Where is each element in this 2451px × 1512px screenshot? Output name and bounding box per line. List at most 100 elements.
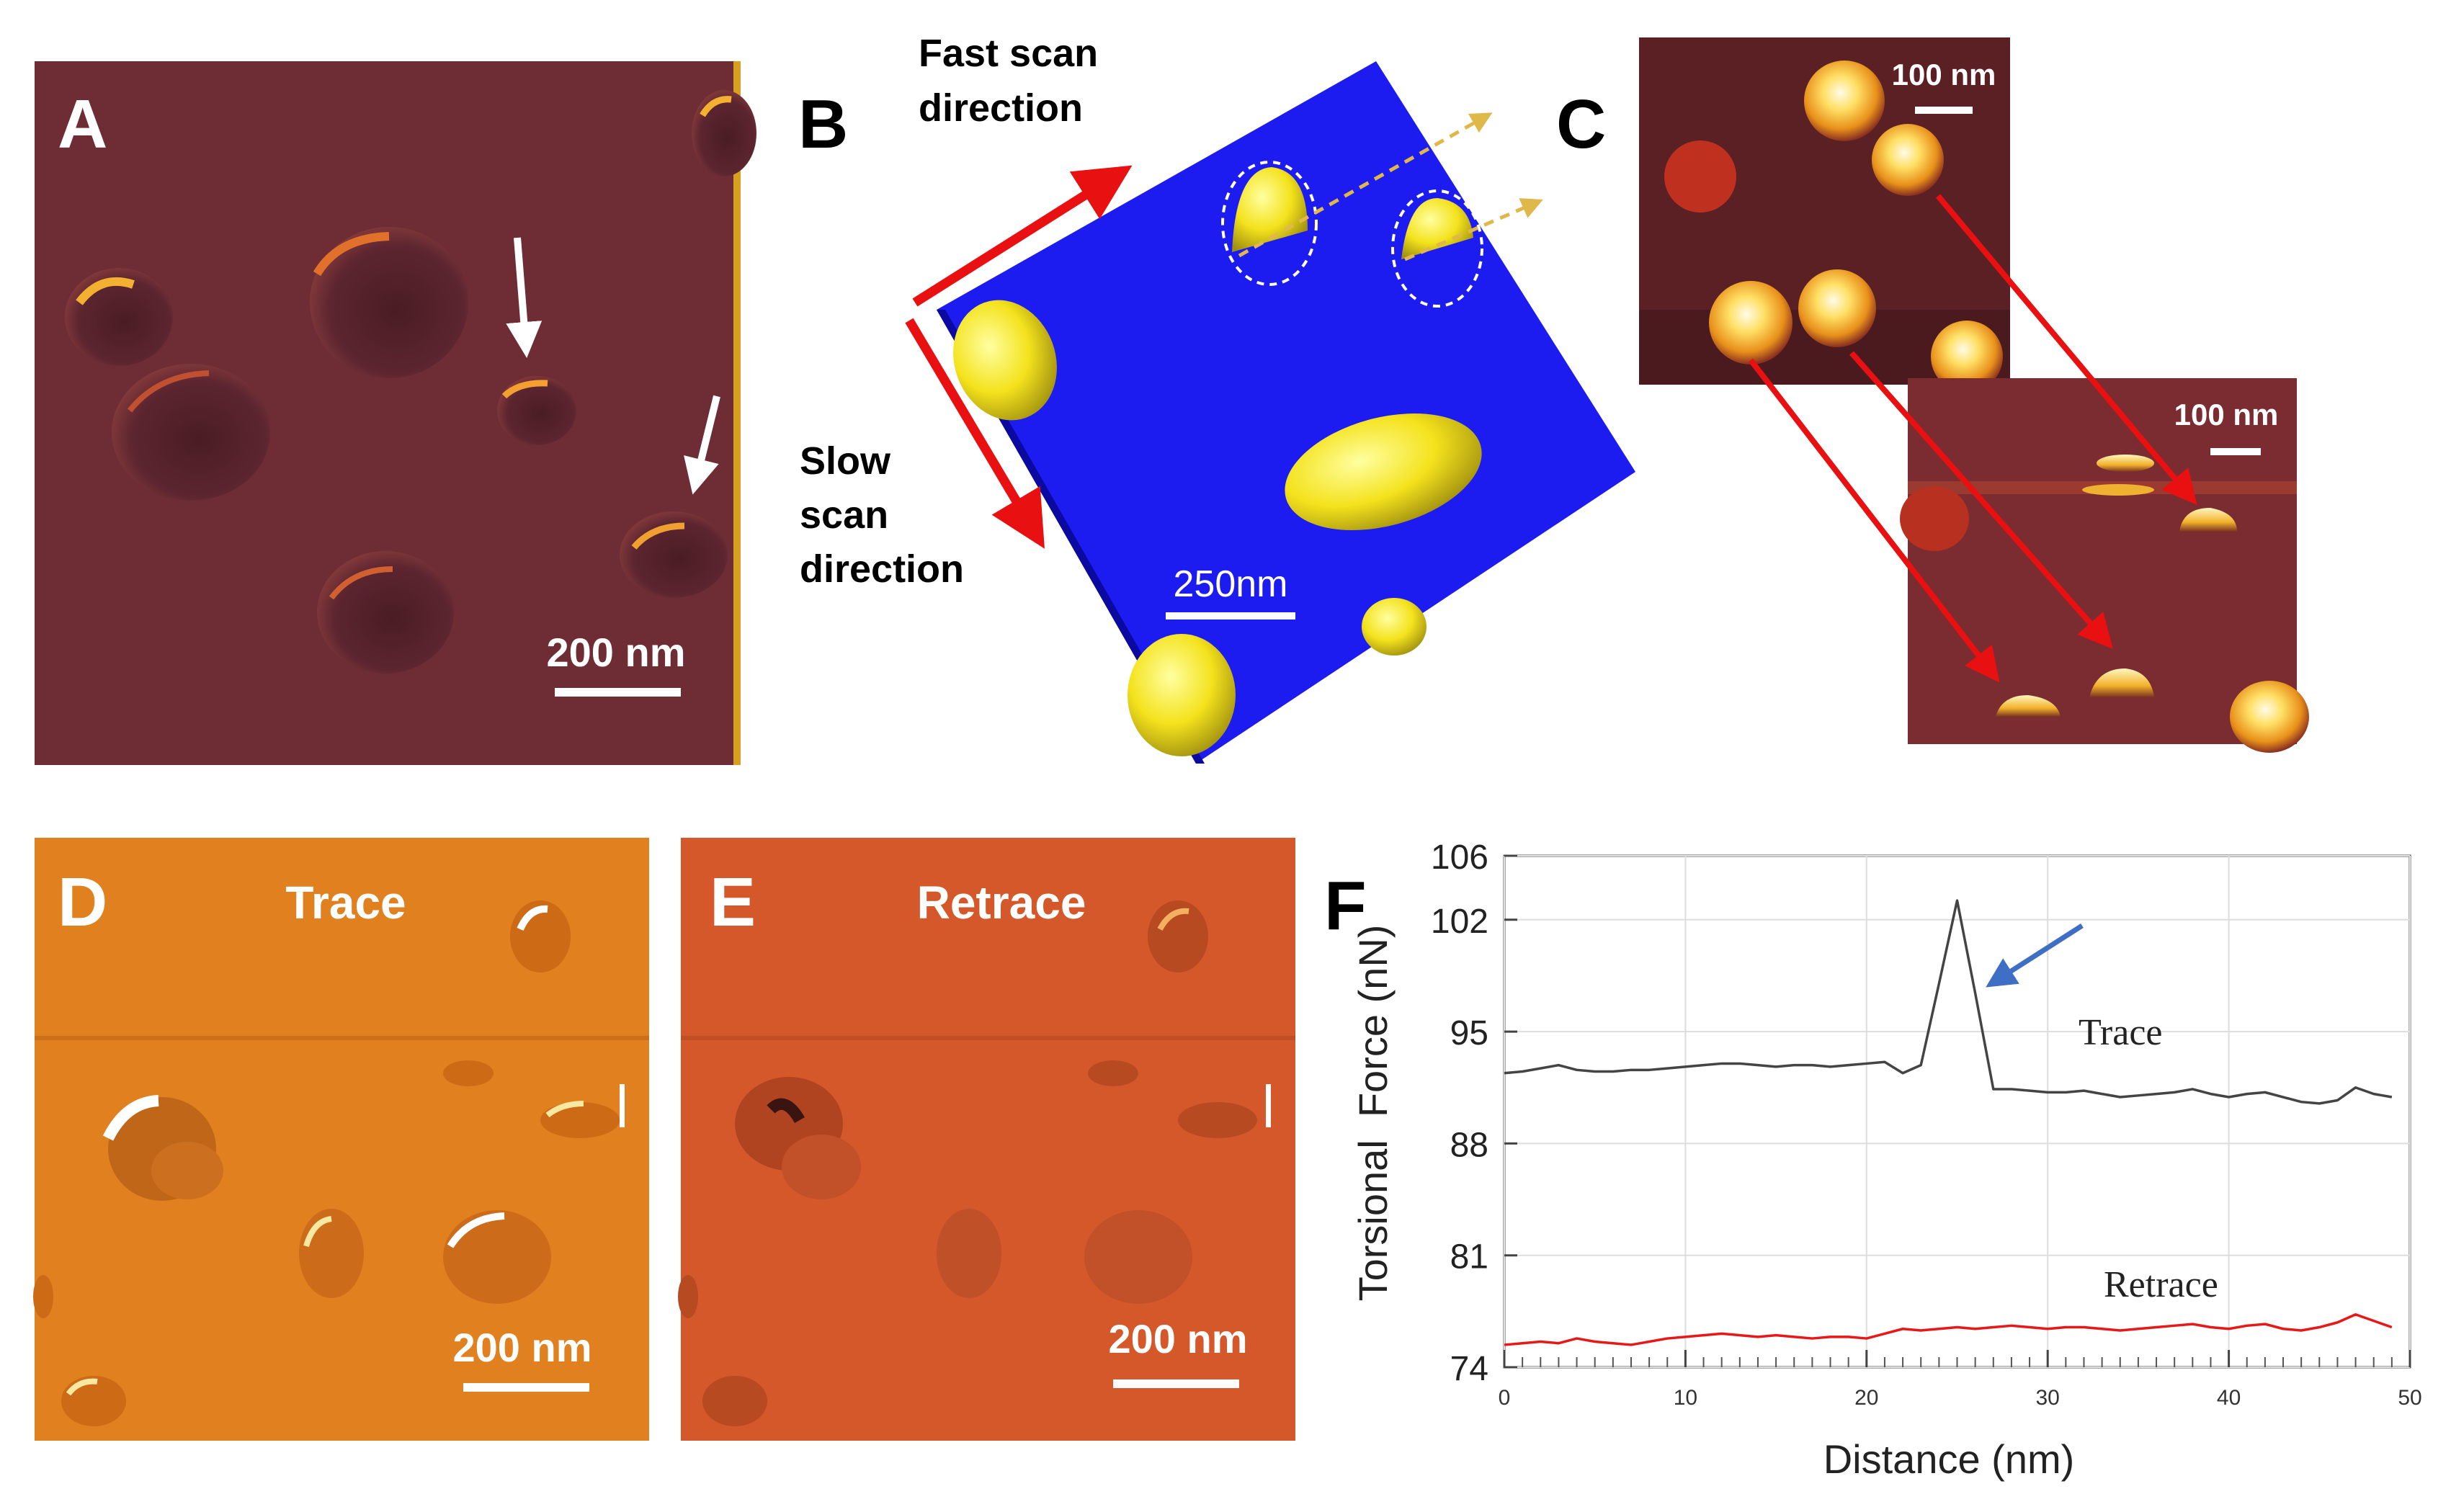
pit: [151, 1142, 223, 1199]
half-particle: [2097, 455, 2154, 472]
y-tick-label: 106: [1431, 838, 1488, 877]
particle-reddish: [1664, 140, 1736, 213]
pit: [937, 1209, 1001, 1298]
panel-a-letter: A: [58, 86, 107, 163]
pit: [1148, 900, 1208, 972]
pit: [782, 1135, 861, 1199]
particle-3d: [1362, 598, 1427, 656]
panel-c-bottom-scale-label: 100 nm: [2174, 398, 2279, 431]
panel-d-scale-bar: [463, 1383, 589, 1392]
pit: [497, 376, 576, 445]
pit-rim-highlight: [631, 522, 685, 550]
dashed-circle: [1391, 189, 1483, 308]
particle: [1931, 321, 2003, 393]
panel-b-surface-shadow: [937, 310, 1205, 764]
slow-scan-arrow: [905, 318, 1045, 549]
pit: [443, 1060, 494, 1086]
panel-c: C 100 nm 100 nm: [1556, 37, 2309, 753]
dashed-circle: [1221, 161, 1318, 286]
panel-a-scale-label: 200 nm: [547, 630, 686, 675]
half-particle: [1401, 198, 1473, 259]
chart-x-axis-label: Distance (nm): [1823, 1436, 2075, 1482]
panel-c-letter: C: [1556, 86, 1606, 163]
panel-e-scale-label: 200 nm: [1109, 1316, 1248, 1361]
y-tick-label: 74: [1450, 1350, 1488, 1388]
pit: [702, 1376, 767, 1426]
particle-reddish: [1900, 486, 1969, 551]
rim-highlight: [303, 1216, 332, 1248]
retrace-series-label: Retrace: [2104, 1264, 2218, 1305]
panel-a-scale-bar: [555, 688, 681, 697]
half-particle: [2082, 484, 2154, 496]
rim-highlight: [1157, 908, 1189, 931]
panel-a-right-edge-strip: [733, 61, 741, 765]
fast-scan-arrow: [912, 165, 1133, 307]
panel-a: A 200 nm: [35, 61, 756, 765]
pit: [1088, 1060, 1138, 1086]
panel-c-bottom-scale-bar: [2210, 448, 2261, 455]
rim-highlight: [66, 1378, 98, 1396]
panel-f-chart: F 0 10 20 30 40 50 74 81 88 95 102 106 Distance (nm…: [1324, 838, 2422, 1482]
y-tick-label: 95: [1450, 1014, 1488, 1052]
slow-scan-label-line1: Slow: [800, 439, 891, 483]
pit: [299, 1209, 364, 1298]
marker-tick: [1266, 1084, 1271, 1127]
panel-c-top-scale-bar: [1915, 107, 1973, 114]
pit: [443, 1210, 551, 1304]
panel-b-letter: B: [798, 86, 848, 163]
x-tick-label: 10: [1674, 1386, 1697, 1410]
panel-b: B Fast scan direction Slow scan directio…: [798, 32, 1635, 764]
particle: [1872, 124, 1944, 196]
pit: [33, 1275, 53, 1318]
particle-3d: [1285, 413, 1482, 531]
series-line-trace: [1504, 899, 2393, 1105]
gold-dashed-arrow: [1238, 112, 1493, 258]
chart-plot-area: [1503, 854, 2411, 1369]
pit: [1178, 1102, 1257, 1138]
panel-d-scale-label: 200 nm: [453, 1325, 592, 1370]
pit: [1084, 1210, 1192, 1304]
half-particle: [1996, 695, 2061, 717]
chart-y-axis-label: Torsional Force (nN): [1350, 925, 1396, 1302]
particle-3d: [953, 300, 1057, 421]
particle-3d: [1128, 634, 1236, 756]
pit-rim-highlight: [127, 370, 210, 413]
series-line-retrace: [1504, 1313, 2393, 1346]
white-arrow: [684, 395, 720, 495]
rim-highlight: [545, 1101, 584, 1118]
trace-series-label: Trace: [2079, 1012, 2163, 1053]
pit: [678, 1275, 698, 1318]
panel-e-scale-bar: [1113, 1379, 1239, 1388]
particle: [2230, 681, 2309, 753]
fast-scan-label-line1: Fast scan: [919, 32, 1098, 75]
pit-rim-highlight: [329, 566, 393, 600]
tracking-arrow: [1748, 358, 2000, 683]
panel-c-top-scale-label: 100 nm: [1892, 58, 1996, 91]
panel-d-features: [33, 900, 625, 1426]
panel-e-features: [678, 900, 1271, 1426]
x-tick-label: 20: [1854, 1386, 1878, 1410]
tracking-arrow: [1849, 351, 2113, 649]
rim-highlight: [102, 1095, 159, 1141]
white-arrow: [506, 237, 543, 358]
y-tick-label: 102: [1431, 903, 1488, 941]
panel-d: D Trace 200 nm: [33, 838, 649, 1441]
marker-tick: [620, 1084, 625, 1127]
panel-e-letter: E: [710, 864, 756, 941]
pit-rim-highlight: [313, 232, 390, 277]
fast-scan-label-line2: direction: [919, 86, 1083, 130]
particle: [1798, 269, 1876, 347]
gold-dashed-arrow: [1404, 198, 1543, 261]
slow-scan-label-line2: scan: [800, 493, 888, 537]
half-particle: [1232, 167, 1308, 252]
pit-rim-highlight: [501, 380, 548, 399]
x-tick-label: 40: [2217, 1386, 2241, 1410]
particle: [1804, 61, 1885, 141]
chart-series: [1504, 899, 2393, 1346]
rim-highlight: [447, 1212, 505, 1248]
particle: [1709, 281, 1793, 364]
pit: [692, 90, 756, 176]
x-tick-label: 50: [2398, 1386, 2421, 1410]
half-particle: [2089, 668, 2154, 697]
